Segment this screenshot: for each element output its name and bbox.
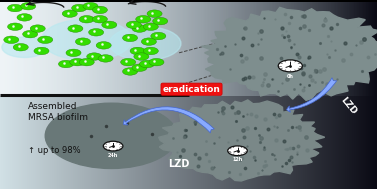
Circle shape bbox=[8, 4, 23, 12]
Circle shape bbox=[130, 47, 145, 55]
Circle shape bbox=[83, 2, 98, 10]
Ellipse shape bbox=[109, 27, 181, 60]
Circle shape bbox=[79, 58, 94, 66]
Circle shape bbox=[66, 49, 81, 57]
Text: eradication: eradication bbox=[162, 85, 221, 94]
Circle shape bbox=[87, 53, 102, 60]
Circle shape bbox=[34, 47, 49, 55]
Circle shape bbox=[153, 17, 168, 25]
Circle shape bbox=[123, 34, 138, 42]
Circle shape bbox=[8, 23, 23, 30]
Circle shape bbox=[134, 53, 149, 60]
Circle shape bbox=[21, 2, 36, 10]
Circle shape bbox=[143, 23, 158, 30]
Circle shape bbox=[72, 4, 87, 12]
Circle shape bbox=[151, 32, 166, 40]
Circle shape bbox=[132, 64, 147, 71]
Circle shape bbox=[17, 14, 32, 21]
Circle shape bbox=[68, 25, 83, 32]
Circle shape bbox=[228, 146, 247, 156]
Circle shape bbox=[149, 58, 164, 66]
Circle shape bbox=[70, 58, 85, 66]
Circle shape bbox=[75, 38, 90, 45]
Circle shape bbox=[102, 21, 117, 29]
Circle shape bbox=[139, 60, 155, 68]
Circle shape bbox=[92, 6, 107, 14]
Circle shape bbox=[147, 10, 162, 17]
Circle shape bbox=[132, 25, 147, 32]
Circle shape bbox=[136, 15, 151, 23]
Circle shape bbox=[278, 60, 302, 72]
Circle shape bbox=[96, 42, 111, 49]
Text: Assembled
MRSA biofilm: Assembled MRSA biofilm bbox=[28, 102, 88, 122]
Text: LZD: LZD bbox=[339, 95, 359, 116]
Text: 0h: 0h bbox=[287, 74, 294, 79]
Circle shape bbox=[98, 55, 113, 62]
Circle shape bbox=[4, 36, 19, 43]
Text: 12h: 12h bbox=[232, 157, 243, 162]
Text: 24h: 24h bbox=[108, 153, 118, 158]
Circle shape bbox=[30, 25, 45, 32]
Circle shape bbox=[23, 30, 38, 38]
Circle shape bbox=[89, 29, 104, 36]
Circle shape bbox=[38, 36, 53, 43]
Circle shape bbox=[45, 103, 177, 168]
Circle shape bbox=[123, 68, 138, 75]
Circle shape bbox=[79, 15, 94, 23]
Ellipse shape bbox=[2, 37, 47, 57]
Circle shape bbox=[62, 10, 77, 17]
Ellipse shape bbox=[41, 19, 132, 60]
Text: ↑ up to 98%: ↑ up to 98% bbox=[28, 146, 81, 155]
Circle shape bbox=[92, 15, 107, 23]
Circle shape bbox=[58, 60, 74, 68]
Circle shape bbox=[121, 58, 136, 66]
Polygon shape bbox=[201, 7, 377, 100]
Circle shape bbox=[143, 47, 158, 55]
Polygon shape bbox=[159, 100, 325, 181]
Text: LZD: LZD bbox=[169, 159, 190, 169]
Circle shape bbox=[13, 43, 28, 51]
Circle shape bbox=[141, 38, 156, 45]
Circle shape bbox=[103, 141, 123, 151]
Circle shape bbox=[126, 21, 141, 29]
